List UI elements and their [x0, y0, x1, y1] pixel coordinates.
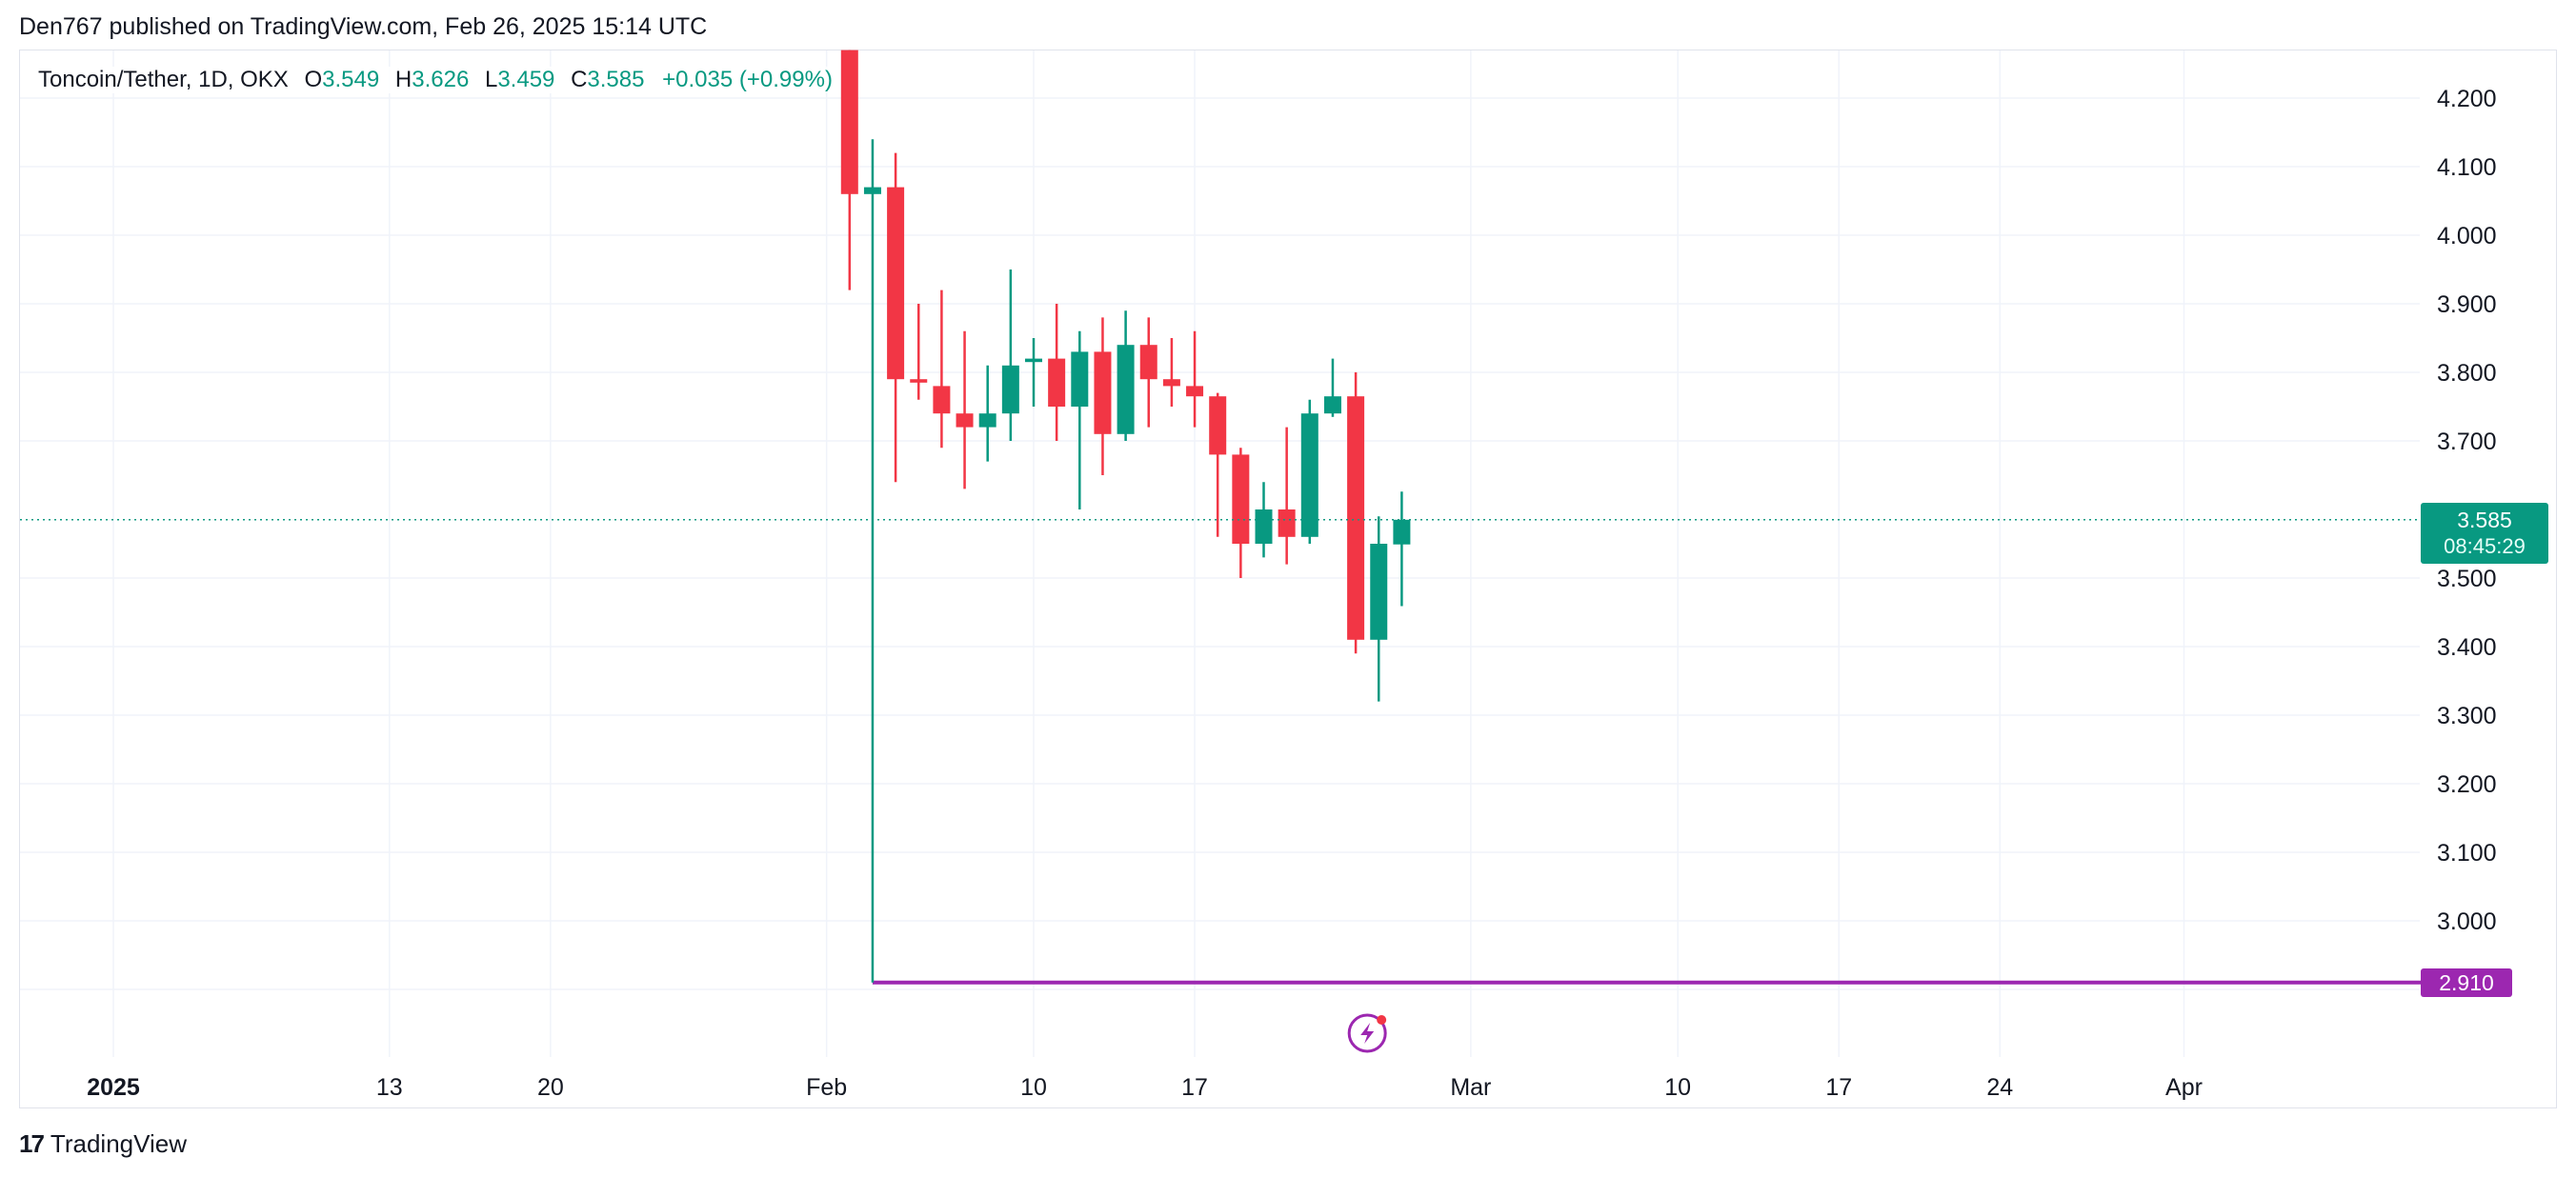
candle-body	[910, 379, 928, 383]
y-tick-label: 4.200	[2437, 86, 2497, 112]
x-tick-label: 17	[1181, 1074, 1208, 1101]
candle-body	[1300, 413, 1318, 537]
candle-body	[978, 413, 996, 428]
candle-body	[840, 50, 858, 194]
x-tick-label: Feb	[806, 1074, 847, 1101]
x-tick-label: 2025	[87, 1074, 140, 1101]
brand-name: TradingView	[50, 1129, 187, 1158]
y-tick-label: 3.000	[2437, 908, 2497, 935]
publish-info: Den767 published on TradingView.com, Feb…	[19, 13, 708, 40]
y-tick-label: 4.000	[2437, 223, 2497, 249]
candle-body	[956, 413, 974, 428]
candle-body	[1347, 396, 1365, 640]
candle-body	[1071, 351, 1089, 407]
legend-change: +0.035 (+0.99%)	[662, 67, 833, 92]
lightning-glyph	[1360, 1023, 1375, 1044]
candle-body	[1370, 544, 1388, 640]
tradingview-logo-icon: 17	[19, 1129, 45, 1158]
candle-body	[1139, 345, 1157, 380]
x-tick-label: 13	[376, 1074, 403, 1101]
legend-close-value: 3.585	[587, 67, 645, 92]
candle-body	[1255, 509, 1273, 544]
y-tick-label: 3.500	[2437, 566, 2497, 592]
legend-close-label: C	[571, 67, 588, 92]
candle-body	[933, 386, 951, 414]
legend-open-label: O	[304, 67, 323, 92]
candle-body	[1048, 358, 1066, 407]
candle-body	[1278, 509, 1296, 537]
x-tick-label: Apr	[2165, 1074, 2203, 1101]
tradingview-brand[interactable]: 17 TradingView	[19, 1129, 187, 1159]
candle-body	[1025, 358, 1042, 363]
candle-body	[863, 187, 881, 194]
legend-symbol: Toncoin/Tether, 1D, OKX	[38, 67, 289, 92]
x-tick-label: Mar	[1450, 1074, 1491, 1101]
y-tick-label: 4.100	[2437, 154, 2497, 181]
event-dot	[1377, 1015, 1387, 1025]
x-tick-label: 17	[1825, 1074, 1852, 1101]
candle-body	[1323, 396, 1341, 414]
last-price-tag: 3.585 08:45:29	[2421, 503, 2548, 564]
chart-legend: Toncoin/Tether, 1D, OKX O3.549 H3.626 L3…	[34, 67, 836, 93]
y-tick-label: 3.200	[2437, 771, 2497, 798]
candle-body	[1232, 454, 1250, 544]
candle-body	[1162, 379, 1180, 387]
x-tick-label: 10	[1020, 1074, 1047, 1101]
candle-body	[887, 187, 905, 380]
bar-countdown: 08:45:29	[2444, 534, 2526, 558]
candle-body	[1001, 365, 1019, 414]
x-tick-label: 20	[537, 1074, 564, 1101]
y-tick-label: 3.400	[2437, 634, 2497, 661]
y-tick-label: 3.700	[2437, 429, 2497, 455]
legend-low-label: L	[484, 67, 498, 92]
last-price-value: 3.585	[2457, 508, 2512, 532]
legend-low-value: 3.459	[497, 67, 555, 92]
y-tick-label: 3.100	[2437, 840, 2497, 867]
y-tick-label: 3.800	[2437, 360, 2497, 387]
horizontal-line-price-tag: 2.910	[2421, 968, 2512, 997]
legend-high-label: H	[394, 67, 413, 92]
candle-body	[1094, 351, 1112, 434]
candle-body	[1209, 396, 1227, 455]
x-tick-label: 24	[1986, 1074, 2013, 1101]
legend-open-value: 3.549	[322, 67, 380, 92]
y-tick-label: 3.300	[2437, 703, 2497, 729]
chart-frame[interactable]	[19, 50, 2557, 1108]
candle-body	[1186, 386, 1204, 397]
x-tick-label: 10	[1664, 1074, 1691, 1101]
candle-body	[1393, 519, 1411, 545]
candle-body	[1117, 345, 1135, 434]
y-tick-label: 3.900	[2437, 291, 2497, 318]
legend-high-value: 3.626	[412, 67, 470, 92]
